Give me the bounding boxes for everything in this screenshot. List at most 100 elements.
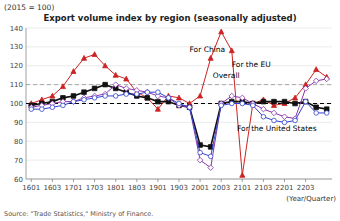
x-tick bbox=[242, 179, 243, 182]
point bbox=[208, 154, 213, 159]
source: Source: "Trade Statistics," Ministry of … bbox=[4, 210, 153, 218]
point bbox=[314, 105, 319, 110]
annotation: For the EU bbox=[232, 60, 271, 69]
point bbox=[82, 97, 87, 102]
point bbox=[208, 165, 214, 171]
title: Export volume index by region (seasonall… bbox=[43, 13, 296, 23]
point bbox=[113, 72, 118, 77]
line bbox=[31, 32, 326, 175]
point bbox=[229, 93, 235, 99]
x-axis-label: (Year/Quarter) bbox=[286, 195, 336, 203]
y-tick-label: 110 bbox=[10, 81, 23, 89]
x-tick bbox=[94, 179, 95, 182]
x-tick bbox=[221, 179, 222, 182]
annotations: For China Overall For the EU For the United… bbox=[190, 45, 317, 133]
subtitle: (2015 = 100) bbox=[4, 3, 54, 12]
point bbox=[219, 103, 224, 108]
point bbox=[82, 90, 87, 95]
series bbox=[29, 82, 329, 149]
x-tick bbox=[157, 179, 158, 182]
point bbox=[251, 103, 256, 108]
point bbox=[71, 99, 77, 105]
point bbox=[92, 52, 97, 57]
point bbox=[145, 96, 150, 101]
point bbox=[60, 84, 65, 89]
point bbox=[145, 90, 150, 95]
point bbox=[145, 95, 150, 100]
x-tick-label: 1801 bbox=[107, 184, 125, 192]
point bbox=[103, 63, 108, 68]
point bbox=[134, 92, 139, 97]
y-tick-label: 140 bbox=[10, 25, 23, 33]
point bbox=[123, 86, 129, 92]
annotation: For the United States bbox=[237, 124, 317, 133]
grid-line bbox=[26, 46, 332, 47]
point bbox=[92, 96, 97, 101]
x-tick-label: 2103 bbox=[254, 184, 272, 192]
y-tick-label: 130 bbox=[10, 43, 23, 51]
x-tick bbox=[263, 179, 264, 182]
x-axis: 1601160317011703180118031901190320012003… bbox=[22, 179, 314, 192]
x-tick-label: 1901 bbox=[149, 184, 167, 192]
point bbox=[103, 82, 108, 87]
x-tick-label: 2201 bbox=[276, 184, 294, 192]
chart: (2015 = 100)Export volume index by regio… bbox=[0, 0, 340, 221]
point bbox=[229, 48, 234, 53]
point bbox=[197, 157, 203, 163]
grid-line bbox=[26, 160, 332, 161]
x-tick-label: 2001 bbox=[191, 184, 209, 192]
y-tick-label: 80 bbox=[14, 138, 23, 146]
point bbox=[40, 107, 45, 112]
point bbox=[324, 76, 330, 82]
point bbox=[303, 99, 308, 104]
point bbox=[240, 101, 245, 106]
line bbox=[31, 79, 326, 168]
annotation: Overall bbox=[213, 71, 240, 80]
point bbox=[272, 118, 277, 123]
grid-line bbox=[26, 28, 332, 29]
point bbox=[145, 89, 151, 95]
point bbox=[113, 94, 118, 99]
point bbox=[103, 94, 108, 99]
point bbox=[282, 114, 288, 120]
grid-line bbox=[26, 84, 332, 85]
point bbox=[261, 106, 267, 112]
point bbox=[71, 99, 76, 104]
point bbox=[82, 55, 87, 60]
series bbox=[29, 76, 330, 170]
point bbox=[155, 106, 160, 111]
x-tick-label: 1701 bbox=[65, 184, 83, 192]
line bbox=[31, 85, 326, 147]
line bbox=[31, 92, 326, 156]
series bbox=[29, 29, 330, 177]
x-tick bbox=[115, 179, 116, 182]
point bbox=[282, 99, 287, 104]
annotation: For China bbox=[190, 45, 226, 54]
point bbox=[156, 99, 161, 104]
point bbox=[61, 103, 66, 108]
point bbox=[303, 86, 309, 92]
reference-line bbox=[26, 84, 332, 85]
y-axis: 60708090100110120130140 bbox=[10, 25, 332, 184]
point bbox=[198, 150, 203, 155]
point bbox=[113, 82, 119, 88]
point bbox=[314, 67, 319, 72]
point bbox=[293, 95, 298, 100]
x-tick-label: 2003 bbox=[212, 184, 230, 192]
point bbox=[229, 101, 234, 106]
point bbox=[271, 110, 277, 116]
point bbox=[293, 101, 298, 106]
x-tick-label: 1903 bbox=[170, 184, 188, 192]
x-tick bbox=[200, 179, 201, 182]
point bbox=[71, 94, 76, 99]
point bbox=[156, 90, 161, 95]
y-tick-label: 70 bbox=[14, 157, 23, 165]
x-tick-label: 2203 bbox=[297, 184, 315, 192]
point bbox=[208, 55, 213, 60]
point bbox=[293, 118, 298, 123]
point bbox=[29, 107, 34, 112]
point bbox=[261, 114, 266, 119]
point bbox=[272, 99, 277, 104]
x-tick-label: 1601 bbox=[22, 184, 40, 192]
point bbox=[240, 95, 246, 101]
